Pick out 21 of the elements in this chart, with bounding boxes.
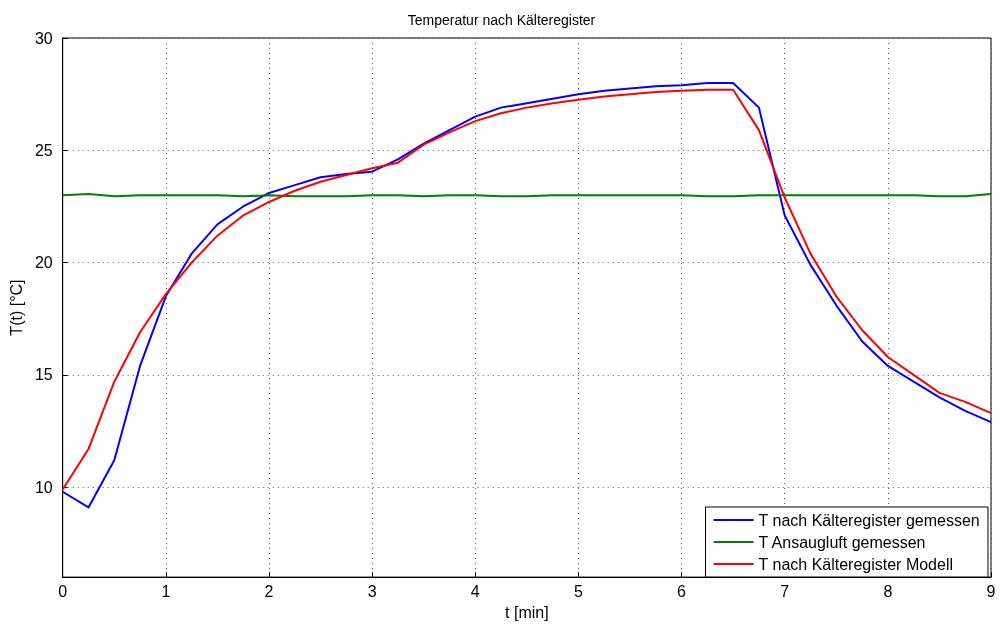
x-tick-label: 8 <box>883 582 893 600</box>
x-tick-label: 9 <box>986 582 996 600</box>
x-tick-label: 6 <box>677 582 687 600</box>
x-tick-label: 2 <box>264 582 274 600</box>
y-tick-label: 20 <box>34 254 53 272</box>
x-tick-label: 7 <box>780 582 790 600</box>
chart-title: Temperatur nach Kälteregister <box>407 12 596 28</box>
legend-label: T nach Kälteregister gemessen <box>758 511 980 529</box>
x-axis-title: t [min] <box>505 603 549 621</box>
legend-label: T nach Kälteregister Modell <box>758 555 954 573</box>
x-tick-label: 1 <box>161 582 171 600</box>
y-tick-label: 30 <box>34 29 53 47</box>
y-tick-label: 10 <box>34 478 53 496</box>
y-tick-label: 25 <box>34 141 53 159</box>
y-tick-label: 15 <box>34 366 53 384</box>
x-tick-label: 0 <box>58 582 68 600</box>
y-axis-title: T(t) [°C] <box>7 279 25 336</box>
x-tick-label: 5 <box>573 582 583 600</box>
legend-label: T Ansaugluft gemessen <box>758 533 926 551</box>
x-tick-label: 3 <box>367 582 377 600</box>
x-tick-label: 4 <box>470 582 480 600</box>
